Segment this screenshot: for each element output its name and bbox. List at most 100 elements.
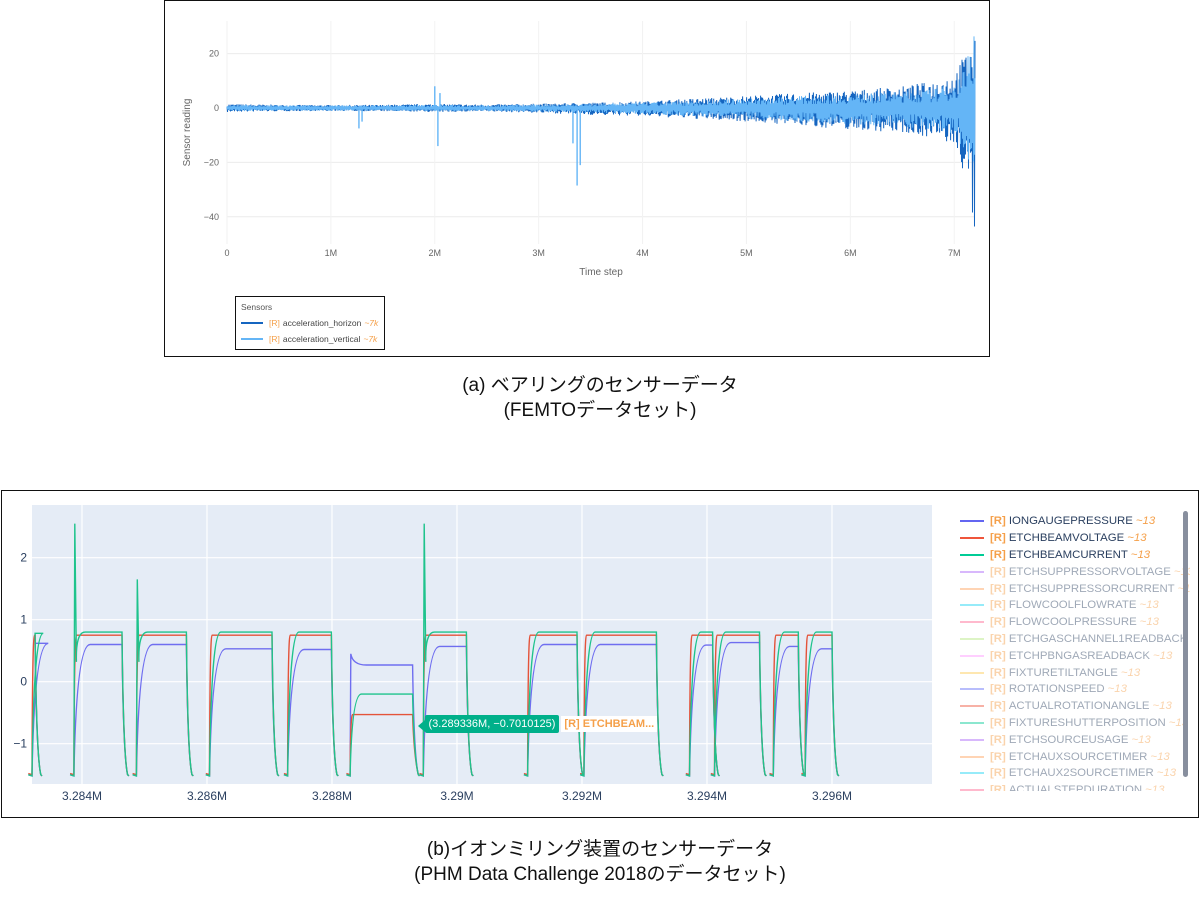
legend-swatch (960, 654, 984, 657)
legend-swatch (960, 705, 984, 708)
legend-entry-etchgaschannel1readback[interactable]: [R]ETCHGASCHANNEL1READBACK~13 (960, 631, 1190, 648)
legend-count: ~13 (1131, 733, 1151, 746)
legend-label: ETCHGASCHANNEL1READBACK (1008, 632, 1188, 645)
legend-label: FLOWCOOLPRESSURE (1008, 616, 1137, 629)
tooltip-label: [R] ETCHBEAM... (561, 716, 658, 733)
legend-swatch (960, 789, 984, 791)
legend-entry-flowcoolpressure[interactable]: [R] FLOWCOOLPRESSURE ~13 (960, 614, 1190, 631)
x-tick-label: 4M (636, 248, 649, 258)
x-tick-label: 3.29M (440, 789, 473, 803)
legend-entry-etchauxsourcetimer[interactable]: [R] ETCHAUXSOURCETIMER ~13 (960, 748, 1190, 765)
legend-entry-etchsuppressorcurrent[interactable]: [R]ETCHSUPPRESSORCURRENT~13 (960, 580, 1190, 597)
legend-tag: [R] (990, 767, 1006, 780)
legend-entry-etchbeamcurrent[interactable]: [R] ETCHBEAMCURRENT ~13 (960, 547, 1190, 564)
legend-tag: [R] (990, 582, 1006, 595)
legend-label: FIXTURETILTANGLE (1008, 666, 1118, 679)
bearing-chart-panel: 20 0 −20 −40 0 1M 2M 3M 4M 5M 6M 7M Time step Sensor … (164, 0, 990, 357)
legend-entry-etchbeamvoltage[interactable]: [R] ETCHBEAMVOLTAGE ~13 (960, 530, 1190, 547)
caption-a-line2: (FEMTOデータセット) (503, 400, 697, 421)
legend-entry-horizontal[interactable]: [R] acceleration_horizon ~7k (241, 318, 378, 328)
legend-tag: [R] (990, 616, 1006, 629)
legend-tag: [R] (990, 666, 1006, 679)
y-tick-label: 2 (20, 551, 27, 565)
legend-entry-vertical[interactable]: [R] acceleration_vertical ~7k (241, 334, 377, 344)
legend-swatch (960, 772, 984, 775)
y-tick-label: 0 (214, 103, 219, 113)
legend-tag: [R] (990, 750, 1006, 763)
legend-swatch (960, 621, 984, 624)
sensor-legend: [R] IONGAUGEPRESSURE ~13 [R] ETCHBEAMVOLTAGE… (960, 513, 1190, 791)
legend-entry-flowcoolflowrate[interactable]: [R] FLOWCOOLFLOWRATE ~13 (960, 597, 1190, 614)
legend-entry-etchsourceusage[interactable]: [R] ETCHSOURCEUSAGE ~13 (960, 731, 1190, 748)
legend-swatch (960, 604, 984, 607)
x-tick-label: 3.286M (187, 789, 227, 803)
legend-swatch (960, 553, 984, 556)
legend-entry-fixturetiltangle[interactable]: [R] FIXTURETILTANGLE ~13 (960, 664, 1190, 681)
legend-swatch (960, 738, 984, 741)
x-tick-label: 7M (948, 248, 961, 258)
y-tick-label: 20 (209, 49, 219, 59)
legend-label: ETCHSUPPRESSORCURRENT (1008, 582, 1175, 595)
tooltip-value: (3.289336M, −0.7010125) (417, 715, 560, 734)
x-tick-label: 3.294M (687, 789, 727, 803)
legend-swatch (960, 637, 984, 640)
hover-tooltip: (3.289336M, −0.7010125) [R] ETCHBEAM... (417, 715, 658, 734)
legend-tag: [R] (990, 548, 1006, 561)
legend-title: Sensors (241, 302, 273, 312)
x-tick-label: 3.288M (312, 789, 352, 803)
legend-count: ~13 (1145, 784, 1165, 791)
legend-count: ~7k (364, 318, 379, 328)
series-line-etchbeamcurrent (28, 523, 840, 777)
legend-count: ~13 (1135, 515, 1156, 528)
legend-label: acceleration_vertical (282, 334, 361, 344)
legend-label: ETCHSUPPRESSORVOLTAGE (1008, 565, 1171, 578)
legend-entry-actualrotationangle[interactable]: [R] ACTUALROTATIONANGLE ~13 (960, 698, 1190, 715)
legend-tag: [R] (990, 649, 1006, 662)
legend-count: ~13 (1152, 649, 1173, 662)
y-tick-label: −40 (204, 212, 219, 222)
legend-swatch (960, 520, 984, 523)
legend-count: ~13 (1150, 750, 1170, 763)
legend-tag: [R] (990, 784, 1006, 791)
legend-entry-rotationspeed[interactable]: [R] ROTATIONSPEED ~13 (960, 681, 1190, 698)
x-tick-label: 6M (844, 248, 857, 258)
caption-b-line1: (b)イオンミリング装置のセンサーデータ (426, 839, 774, 860)
legend-entry-etchsuppressorvoltage[interactable]: [R]ETCHSUPPRESSORVOLTAGE~13 (960, 563, 1190, 580)
ion-milling-chart-panel: 2 1 0 −1 3.284M 3.286M 3.288M 3.29M 3.292M 3.294M… (1, 490, 1199, 818)
legend-swatch (241, 322, 263, 324)
legend-count: ~13 (1156, 767, 1177, 780)
legend-label: acceleration_horizon (282, 318, 362, 328)
legend-count: ~13 (1107, 683, 1127, 696)
legend-tag: [R] (990, 599, 1006, 612)
legend-swatch (960, 537, 984, 540)
legend-tag: [R] (990, 716, 1006, 729)
legend-tag: [R] (269, 334, 280, 344)
legend-tag: [R] (990, 733, 1006, 746)
legend-swatch (241, 338, 263, 340)
x-axis-label: Time step (579, 267, 623, 278)
legend-entry-etchpbngasreadback[interactable]: [R] ETCHPBNGASREADBACK ~13 (960, 647, 1190, 664)
legend-entry-fixtureshutterposition[interactable]: [R] FIXTURESHUTTERPOSITION ~13 (960, 715, 1190, 732)
legend-count: ~13 (1152, 700, 1172, 713)
legend-count: ~7k (363, 334, 378, 344)
x-tick-label: 0 (224, 248, 229, 258)
legend-entry-etchaux2sourcetimer[interactable]: [R] ETCHAUX2SOURCETIMER ~13 (960, 765, 1190, 782)
legend-swatch (960, 688, 984, 691)
bearing-chart: 20 0 −20 −40 0 1M 2M 3M 4M 5M 6M 7M Time step Sensor … (182, 21, 976, 278)
legend-label: ETCHAUX2SOURCETIMER (1008, 767, 1154, 780)
y-tick-label: −1 (13, 737, 27, 751)
ion-milling-chart: 2 1 0 −1 3.284M 3.286M 3.288M 3.29M 3.292M 3.294M… (13, 505, 932, 803)
legend-label: FLOWCOOLFLOWRATE (1008, 599, 1137, 612)
legend-entry-actualstepduration[interactable]: [R] ACTUALSTEPDURATION ~13 (960, 782, 1190, 791)
legend-label: ETCHBEAMCURRENT (1008, 548, 1128, 561)
legend-count: ~13 (1127, 532, 1147, 545)
legend-count: ~13 (1139, 616, 1159, 629)
legend-label: ETCHAUXSOURCETIMER (1008, 750, 1148, 763)
legend-tag: [R] (990, 632, 1006, 645)
legend-scrollbar[interactable] (1183, 511, 1188, 777)
legend-swatch (960, 570, 984, 573)
legend-label: ETCHPBNGASREADBACK (1008, 649, 1150, 662)
legend-entry-iongaugepressure[interactable]: [R] IONGAUGEPRESSURE ~13 (960, 513, 1190, 530)
legend-count: ~13 (1130, 548, 1151, 561)
series-line-acceleration_horizon (226, 40, 976, 227)
